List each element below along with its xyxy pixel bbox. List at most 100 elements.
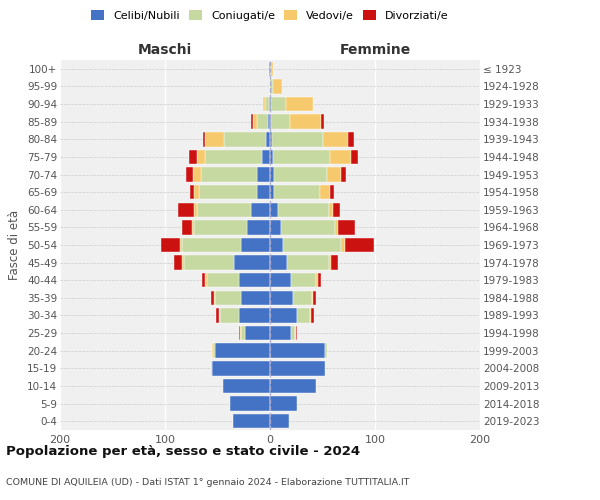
Bar xyxy=(325,344,327,358)
Bar xyxy=(270,168,274,181)
Bar xyxy=(215,344,270,358)
Bar xyxy=(326,168,341,181)
Bar xyxy=(281,220,335,234)
Bar xyxy=(271,62,273,76)
Bar xyxy=(270,150,273,164)
Bar xyxy=(274,168,326,181)
Bar xyxy=(212,361,270,376)
Bar xyxy=(330,185,334,200)
Bar xyxy=(268,114,270,129)
Bar xyxy=(270,185,274,200)
Text: COMUNE DI AQUILEIA (UD) - Dati ISTAT 1° gennaio 2024 - Elaborazione TUTTITALIA.I: COMUNE DI AQUILEIA (UD) - Dati ISTAT 1° … xyxy=(6,478,409,487)
Bar xyxy=(200,168,257,181)
Bar xyxy=(270,396,298,411)
Bar xyxy=(270,344,325,358)
Bar xyxy=(270,308,298,322)
Bar xyxy=(322,114,323,129)
Bar xyxy=(270,62,271,76)
Bar xyxy=(241,290,270,305)
Bar xyxy=(233,414,270,428)
Bar xyxy=(330,150,351,164)
Bar xyxy=(265,97,269,112)
Bar xyxy=(323,132,348,146)
Bar xyxy=(270,132,272,146)
Bar xyxy=(180,238,182,252)
Bar xyxy=(257,114,268,129)
Bar xyxy=(194,202,197,217)
Bar xyxy=(270,290,293,305)
Bar xyxy=(205,150,262,164)
Bar xyxy=(197,202,251,217)
Bar xyxy=(199,185,257,200)
Bar xyxy=(310,308,311,322)
Bar xyxy=(239,308,270,322)
Bar xyxy=(251,114,253,129)
Bar xyxy=(245,326,270,340)
Bar xyxy=(273,79,281,94)
Bar xyxy=(270,361,325,376)
Text: Maschi: Maschi xyxy=(138,44,192,58)
Legend: Celibi/Nubili, Coniugati/e, Vedovi/e, Divorziati/e: Celibi/Nubili, Coniugati/e, Vedovi/e, Di… xyxy=(89,8,451,24)
Bar xyxy=(270,273,291,287)
Bar xyxy=(251,202,270,217)
Bar xyxy=(271,114,290,129)
Bar xyxy=(270,79,273,94)
Bar xyxy=(270,202,278,217)
Bar xyxy=(333,202,340,217)
Bar xyxy=(295,326,296,340)
Bar xyxy=(320,185,330,200)
Bar xyxy=(278,202,329,217)
Bar xyxy=(293,290,312,305)
Bar xyxy=(214,290,215,305)
Bar xyxy=(241,326,245,340)
Bar xyxy=(239,326,241,340)
Bar xyxy=(235,256,270,270)
Bar xyxy=(316,273,319,287)
Bar xyxy=(212,344,214,358)
Bar xyxy=(215,290,241,305)
Bar xyxy=(329,202,333,217)
Bar xyxy=(257,168,270,181)
Bar xyxy=(203,132,205,146)
Y-axis label: Fasce di età: Fasce di età xyxy=(8,210,22,280)
Bar xyxy=(269,97,270,112)
Bar xyxy=(351,150,358,164)
Bar xyxy=(344,238,374,252)
Bar xyxy=(217,308,218,322)
Bar xyxy=(270,238,283,252)
Bar xyxy=(189,150,197,164)
Bar xyxy=(270,256,287,270)
Bar xyxy=(247,220,270,234)
Bar xyxy=(270,326,291,340)
Bar xyxy=(274,185,320,200)
Bar xyxy=(223,378,270,393)
Bar xyxy=(175,256,182,270)
Bar xyxy=(263,97,265,112)
Bar xyxy=(161,238,180,252)
Bar xyxy=(270,378,316,393)
Bar xyxy=(182,238,241,252)
Bar xyxy=(178,202,194,217)
Bar xyxy=(184,256,235,270)
Bar xyxy=(230,396,270,411)
Bar xyxy=(207,273,239,287)
Bar xyxy=(291,273,316,287)
Bar xyxy=(262,150,270,164)
Bar xyxy=(205,132,224,146)
Bar xyxy=(190,185,194,200)
Bar xyxy=(287,256,329,270)
Bar xyxy=(202,273,205,287)
Bar xyxy=(271,97,286,112)
Bar xyxy=(291,326,295,340)
Bar xyxy=(186,168,193,181)
Bar xyxy=(193,168,201,181)
Bar xyxy=(193,220,194,234)
Text: Femmine: Femmine xyxy=(340,44,410,58)
Bar xyxy=(312,290,313,305)
Bar xyxy=(253,114,257,129)
Text: Popolazione per età, sesso e stato civile - 2024: Popolazione per età, sesso e stato civil… xyxy=(6,445,360,458)
Bar xyxy=(286,97,313,112)
Bar xyxy=(224,132,266,146)
Bar xyxy=(270,114,271,129)
Bar xyxy=(182,220,193,234)
